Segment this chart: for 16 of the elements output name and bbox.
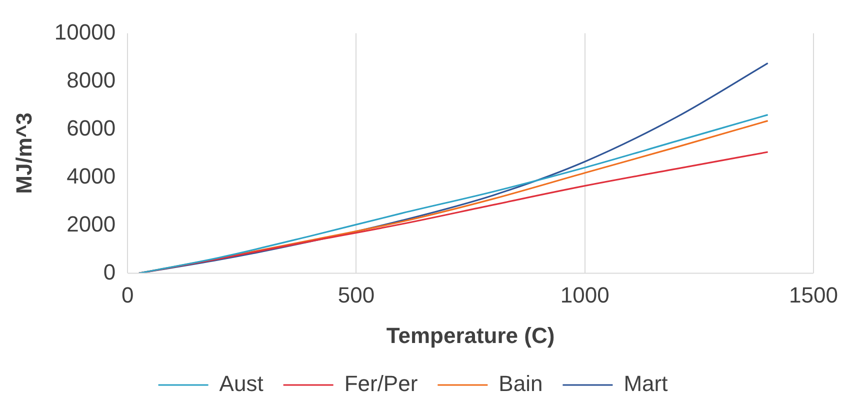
legend-label: Aust [219, 371, 264, 396]
y-axis-title: MJ/m^3 [11, 112, 36, 194]
x-tick-label: 1500 [789, 282, 838, 308]
legend-label: Fer/Per [344, 371, 418, 396]
y-tick-label: 4000 [66, 163, 116, 188]
x-tick-label: 1000 [560, 282, 610, 308]
y-tick-label: 10000 [54, 19, 116, 44]
y-tick-label: 6000 [66, 115, 116, 140]
y-tick-label: 2000 [66, 211, 116, 236]
x-tick-label: 500 [338, 282, 375, 308]
legend-label: Bain [498, 371, 543, 396]
y-tick-label: 8000 [66, 67, 116, 92]
legend-label: Mart [624, 371, 668, 396]
x-tick-label: 0 [121, 282, 134, 308]
x-axis-title: Temperature (C) [386, 322, 555, 348]
y-tick-label: 0 [103, 259, 116, 284]
